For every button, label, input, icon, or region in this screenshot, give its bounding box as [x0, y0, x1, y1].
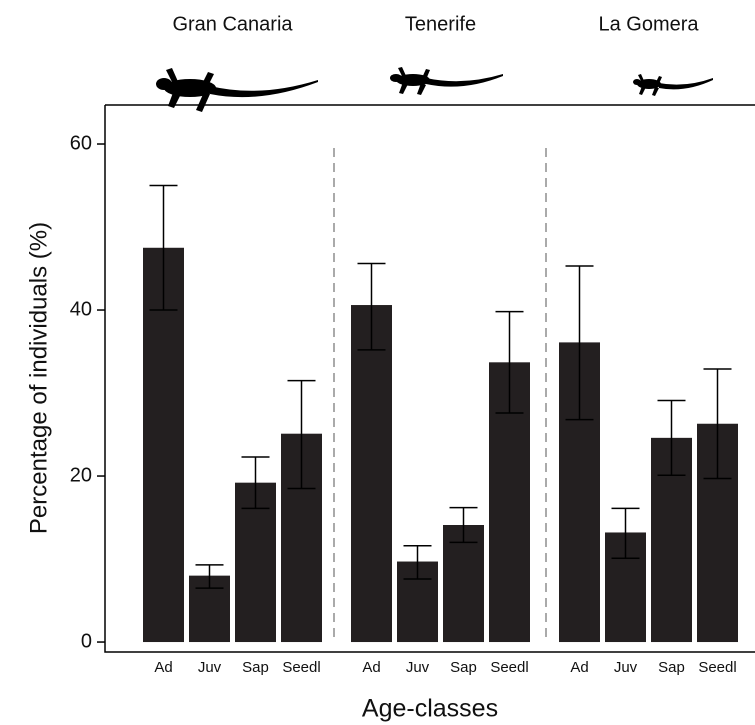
x-tick-label: Juv — [198, 659, 222, 676]
x-tick-label: Sap — [450, 659, 477, 676]
x-tick-label: Seedl — [698, 659, 736, 676]
y-axis-label: Percentage of individuals (%) — [25, 222, 52, 534]
x-tick-label: Sap — [242, 659, 269, 676]
x-tick-label: Ad — [362, 659, 380, 676]
y-tick-label: 60 — [70, 132, 92, 154]
bar — [143, 247, 184, 643]
bar — [351, 305, 392, 643]
y-tick-label: 40 — [70, 298, 92, 320]
x-tick-label: Seedl — [282, 659, 320, 676]
y-tick-label: 20 — [70, 464, 92, 486]
panel-title: Gran Canaria — [172, 13, 293, 35]
panel-title: La Gomera — [598, 13, 699, 35]
panel-title: Tenerife — [405, 13, 476, 35]
bar — [443, 525, 484, 643]
x-tick-label: Juv — [614, 659, 638, 676]
lizard-icon — [156, 67, 713, 112]
x-tick-label: Sap — [658, 659, 685, 676]
x-tick-label: Ad — [570, 659, 588, 676]
y-tick-label: 0 — [81, 630, 92, 652]
x-tick-label: Ad — [154, 659, 172, 676]
plot-frame — [104, 104, 755, 653]
x-tick-label: Seedl — [490, 659, 528, 676]
x-axis-label: Age-classes — [362, 695, 498, 723]
bar — [235, 482, 276, 643]
x-tick-label: Juv — [406, 659, 430, 676]
